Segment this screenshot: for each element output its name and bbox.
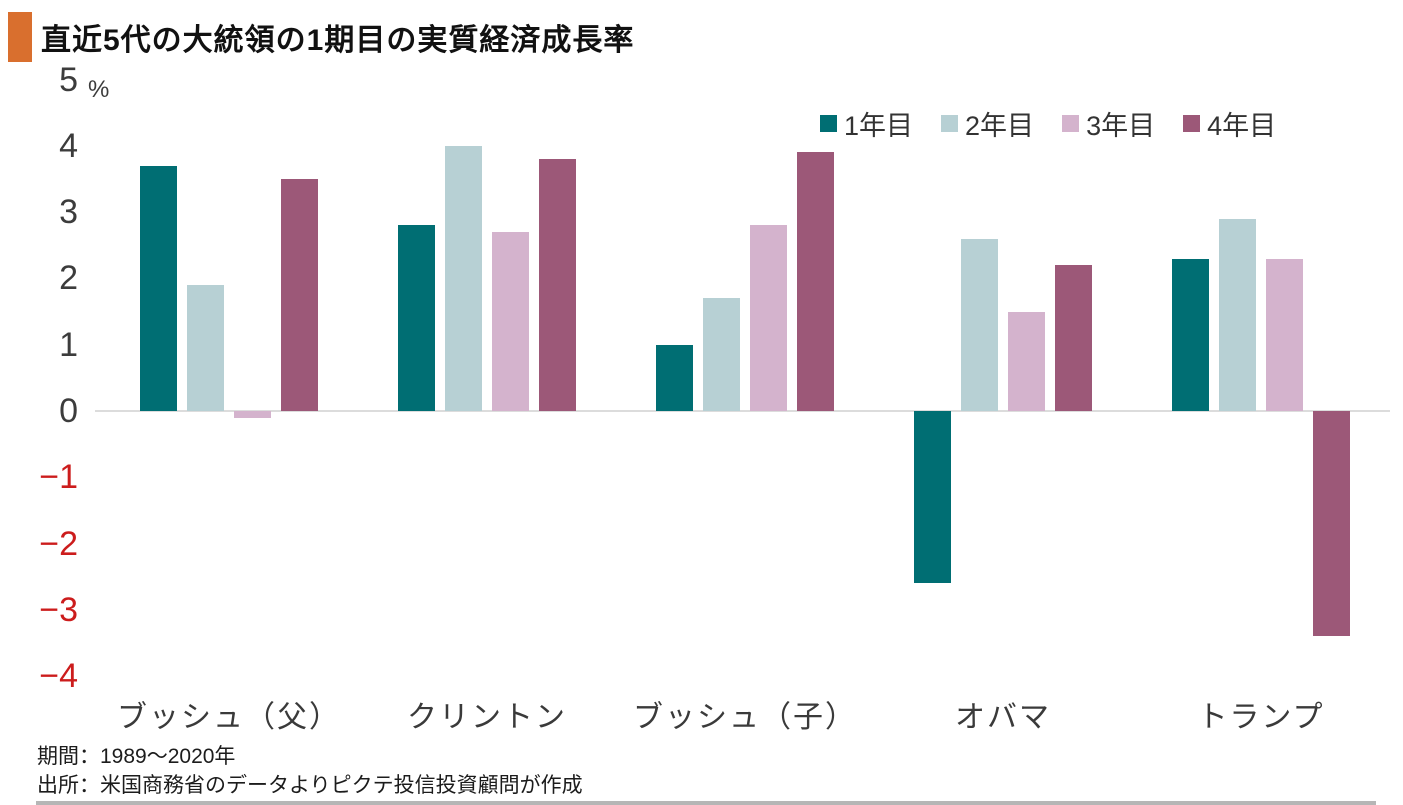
legend-swatch-year3 <box>1062 115 1080 132</box>
y-tick--4: −4 <box>39 657 78 696</box>
chart-title: 直近5代の大統領の1期目の実質経済成長率 <box>41 24 635 57</box>
source-note: 出所：米国商務省のデータよりピクテ投信投資顧問が作成 <box>37 774 583 797</box>
bar-group5-year1 <box>1172 258 1209 411</box>
legend-swatch-year2 <box>941 115 959 132</box>
legend-label-year4: 4年目 <box>1207 111 1277 141</box>
bar-group1-year4 <box>281 178 318 411</box>
bar-group5-year3 <box>1266 258 1303 411</box>
bar-group4-year3 <box>1008 311 1045 411</box>
y-tick-1: 1 <box>59 325 78 364</box>
bottom-edge-line <box>36 801 1376 805</box>
legend-label-year2: 2年目 <box>965 111 1035 141</box>
bar-group3-year2 <box>703 298 740 411</box>
bar-group3-year3 <box>750 225 787 411</box>
title-block: 直近5代の大統領の1期目の実質経済成長率 <box>8 12 634 62</box>
bar-group1-year2 <box>187 285 224 411</box>
legend-swatch-year4 <box>1183 115 1201 132</box>
bar-group2-year4 <box>539 159 576 411</box>
y-tick--1: −1 <box>39 458 78 497</box>
bar-group5-year4 <box>1313 411 1350 637</box>
bar-group1-year3 <box>234 411 271 418</box>
category-label-5: トランプ <box>1197 701 1325 734</box>
bar-group2-year1 <box>398 225 435 411</box>
legend-label-year3: 3年目 <box>1086 111 1156 141</box>
y-tick-3: 3 <box>59 193 78 232</box>
legend: 1年目 2年目 3年目 4年目 <box>820 104 1276 143</box>
bar-group3-year1 <box>656 344 693 411</box>
period-note: 期間：1989～2020年 <box>37 745 236 768</box>
y-tick-2: 2 <box>59 259 78 298</box>
y-tick--3: −3 <box>39 590 78 629</box>
y-axis-unit-label: % <box>88 76 110 103</box>
legend-item-year2: 2年目 <box>941 104 1034 143</box>
legend-item-year3: 3年目 <box>1062 104 1155 143</box>
category-label-2: クリントン <box>407 701 567 734</box>
y-tick--2: −2 <box>39 524 78 563</box>
y-tick-4: 4 <box>59 126 78 165</box>
category-label-4: オバマ <box>955 701 1051 734</box>
legend-swatch-year1 <box>820 115 837 132</box>
bar-group2-year2 <box>445 145 482 411</box>
legend-label-year1: 1年目 <box>844 111 914 141</box>
legend-item-year1: 1年目 <box>820 104 913 143</box>
bar-group4-year2 <box>961 238 998 411</box>
bar-group2-year3 <box>492 231 529 411</box>
title-accent-bar <box>8 12 32 62</box>
bar-group3-year4 <box>797 152 834 411</box>
y-tick-5: 5 <box>59 60 78 99</box>
bar-group5-year2 <box>1219 218 1256 411</box>
footnotes: 期間：1989～2020年 出所：米国商務省のデータよりピクテ投信投資顧問が作成 <box>37 742 583 800</box>
y-tick-0: 0 <box>59 392 78 430</box>
legend-item-year4: 4年目 <box>1183 104 1276 143</box>
bar-group1-year1 <box>140 165 177 411</box>
zero-gridline <box>95 410 1390 412</box>
bar-group4-year4 <box>1055 265 1092 411</box>
category-label-1: ブッシュ（父） <box>117 701 341 734</box>
category-label-3: ブッシュ（子） <box>633 701 857 734</box>
bar-group4-year1 <box>914 411 951 584</box>
